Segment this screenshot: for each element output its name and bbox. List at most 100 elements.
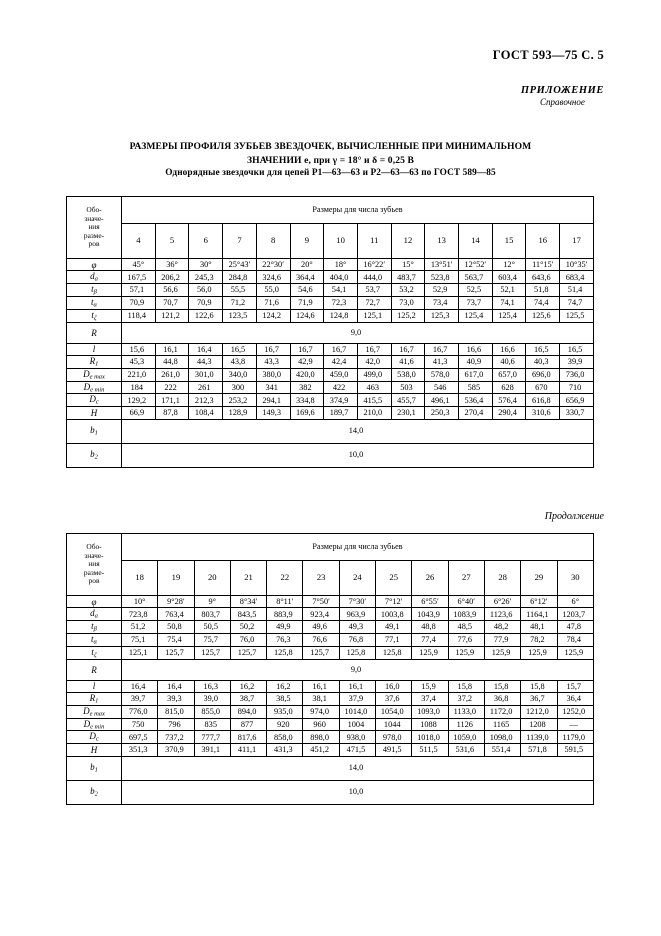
cell: 420,0 — [289, 367, 325, 382]
row-label-l: l — [66, 679, 122, 694]
cell: 74,7 — [559, 296, 594, 310]
column-header-teeth-6: 6 — [188, 223, 224, 259]
cell: 483,7 — [390, 270, 426, 285]
cell: 656,9 — [559, 393, 594, 408]
column-header-teeth-24: 24 — [338, 560, 377, 596]
cell: 563,7 — [458, 270, 493, 285]
cell: 15,9 — [411, 679, 449, 694]
cell: 16,7 — [390, 342, 426, 357]
cell: 125,7 — [193, 645, 231, 660]
cell: 15,6 — [121, 342, 156, 357]
cell: 1208 — [520, 717, 558, 732]
cell: 76,0 — [229, 633, 268, 647]
cell: 125,5 — [559, 308, 594, 323]
cell: 41,3 — [424, 355, 460, 369]
cell: 50,2 — [229, 620, 268, 635]
cell: 1043,9 — [411, 607, 449, 622]
cell: 125,1 — [356, 308, 392, 323]
cell: 56,6 — [154, 283, 190, 298]
cell: 16,7 — [356, 342, 392, 357]
table-2-wrapper: Обо-значе-ния разме-ров Размеры для числа … — [66, 533, 595, 805]
table-row: tζ 118,4 121,2 122,6 123,5 124,2 124,6 124,8 125… — [66, 308, 594, 323]
cell: 935,0 — [266, 704, 304, 719]
cell: 415,5 — [356, 393, 392, 408]
cell: 657,0 — [491, 367, 527, 382]
row-label-tβ: tβ — [66, 283, 122, 298]
cell: 70,9 — [121, 296, 156, 310]
cell: 16,7 — [323, 342, 358, 357]
cell: 39,7 — [120, 692, 159, 706]
table-row: R1 45,3 44,8 44,3 43,8 43,3 42,9 42,4 42,0 41,6 41… — [66, 355, 594, 369]
cell: 72,7 — [356, 296, 392, 310]
cell: 370,9 — [157, 743, 195, 757]
cell-merged: 14,0 — [121, 418, 594, 444]
cell: 777,7 — [193, 730, 231, 745]
row-label-De-min: De min — [66, 717, 122, 732]
cell: 78,4 — [556, 633, 595, 647]
cell: 52,1 — [491, 283, 527, 298]
cell: 499,0 — [356, 367, 392, 382]
cell: 697,5 — [120, 730, 159, 745]
cell: 66,9 — [121, 406, 156, 420]
cell: 16,5 — [559, 342, 594, 357]
cell: 815,0 — [157, 704, 195, 719]
cell: 710 — [559, 380, 594, 395]
row-label-De-max: De max — [66, 367, 122, 382]
main-title-line-2: ЗНАЧЕНИИ e, при γ = 18° и δ = 0,25 B — [246, 154, 414, 166]
cell: 55,0 — [255, 283, 291, 298]
cell: 300 — [222, 380, 257, 395]
cell: 444,0 — [356, 270, 392, 285]
cell: 551,4 — [483, 743, 522, 757]
cell-merged: 10,0 — [121, 442, 594, 468]
cell: 1139,0 — [520, 730, 558, 745]
cell: 50,5 — [193, 620, 231, 635]
cell: 55,5 — [222, 283, 257, 298]
cell: 76,3 — [266, 633, 304, 647]
cell: 42,4 — [323, 355, 358, 369]
cell: 1003,8 — [375, 607, 413, 622]
table-row: l 16,4 16,4 16,3 16,2 16,2 16,1 16,1 16,0 15,9 15,… — [66, 679, 595, 694]
cell: 73,0 — [390, 296, 426, 310]
cell: 36,4 — [556, 692, 595, 706]
row-label-H: H — [66, 743, 122, 757]
table-row: b2 10,0 — [66, 442, 594, 468]
table-row: Dc 697,5 737,2 777,7 817,6 858,0 898,0 938,0 978… — [66, 730, 595, 745]
cell: 122,6 — [188, 308, 224, 323]
cell: 15,8 — [520, 679, 558, 694]
cell: 894,0 — [229, 704, 268, 719]
cell: 15° — [390, 257, 426, 272]
cell: 16,4 — [188, 342, 224, 357]
cell: 16,0 — [375, 679, 413, 694]
cell: 125,9 — [556, 645, 595, 660]
row-label-tα: tα — [66, 296, 122, 310]
cell: 36,7 — [520, 692, 558, 706]
cell: 77,6 — [447, 633, 485, 647]
table-header-row-counts: 4 5 6 7 8 9 10 11 12 13 14 15 16 17 — [67, 223, 594, 259]
row-label-b1: b1 — [66, 755, 122, 781]
cell: 737,2 — [157, 730, 195, 745]
cell: 16,7 — [424, 342, 460, 357]
corner-label: Обо-значе-ния разме-ров — [66, 533, 122, 596]
cell: 341 — [255, 380, 291, 395]
cell: 16,2 — [229, 679, 268, 694]
cell: 49,6 — [302, 620, 340, 635]
cell: 1044 — [375, 717, 413, 732]
cell: 696,0 — [525, 367, 561, 382]
cell: 49,1 — [375, 620, 413, 635]
cell: 221,0 — [121, 367, 156, 382]
row-label-dа: dа — [66, 270, 122, 285]
cell: 43,8 — [222, 355, 257, 369]
cell: 44,8 — [154, 355, 190, 369]
cell: 6°40′ — [447, 594, 485, 609]
table-row: dа 723,8 763,4 803,7 843,5 883,9 923,4 963,9 100… — [66, 607, 595, 622]
cell: 125,2 — [390, 308, 426, 323]
column-header-teeth-30: 30 — [556, 560, 595, 596]
cell: 963,9 — [338, 607, 377, 622]
cell: 1098,0 — [483, 730, 522, 745]
annex-title: ПРИЛОЖЕНИЕ — [520, 85, 604, 96]
row-label-b2: b2 — [66, 442, 122, 468]
cell: 1172,0 — [483, 704, 522, 719]
row-label-tζ: tζ — [66, 645, 122, 660]
row-label-tβ: tβ — [66, 620, 122, 635]
table-row: De max 221,0 261,0 301,0 340,0 380,0 420,0 459,… — [66, 367, 594, 382]
